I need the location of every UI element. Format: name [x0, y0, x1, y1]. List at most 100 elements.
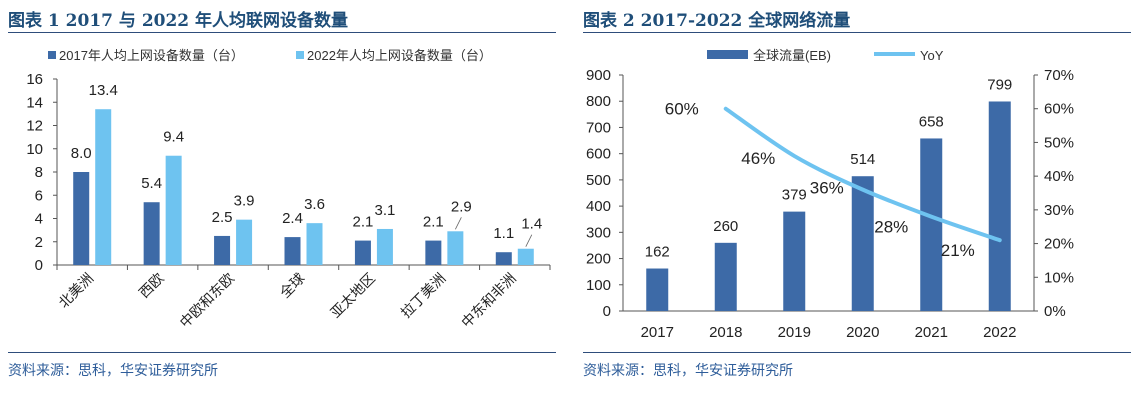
- data-label-leader: [454, 217, 462, 230]
- yoy-data-label: 28%: [874, 218, 908, 237]
- legend-swatch: [707, 50, 748, 59]
- bar-traffic: [851, 176, 874, 311]
- yoy-line: [723, 106, 1002, 243]
- bar-traffic: [920, 138, 943, 311]
- left-y-tick-label: 100: [586, 277, 611, 294]
- left-y-tick-label: 0: [603, 303, 611, 320]
- y-tick-label: 16: [26, 71, 43, 88]
- bar-2017: [143, 202, 160, 265]
- bar-traffic: [714, 242, 737, 311]
- category-label: 2021: [915, 324, 948, 341]
- bar-2017: [284, 237, 301, 265]
- data-label-leader: [525, 234, 533, 247]
- left-y-tick-label: 400: [586, 198, 611, 215]
- left-chart-panel: 图表 1 2017 与 2022 年人均联网设备数量 2017年人均上网设备数量…: [0, 0, 565, 407]
- y-tick-label: 14: [26, 94, 43, 111]
- chart-title: 图表 1 2017 与 2022 年人均联网设备数量: [8, 11, 349, 31]
- yoy-data-label: 46%: [741, 149, 775, 168]
- legend-label: YoY: [920, 48, 944, 63]
- data-label: 1.1: [493, 225, 514, 242]
- right-y-tick-label: 20%: [1044, 236, 1074, 253]
- data-label: 3.6: [304, 196, 325, 213]
- bar-chart-devices: 2017年人均上网设备数量（台） 2022年人均上网设备数量（台） 0 2 4 6 8 10 1…: [26, 48, 551, 331]
- yoy-data-label: 21%: [941, 241, 975, 260]
- left-y-tick-label: 700: [586, 119, 611, 136]
- y-tick-label: 12: [26, 118, 43, 135]
- data-label: 3.1: [374, 202, 395, 219]
- bar-traffic: [988, 101, 1011, 312]
- data-label: 514: [850, 151, 875, 168]
- category-label: 2019: [778, 324, 811, 341]
- left-y-tick-label: 800: [586, 93, 611, 110]
- bar-2022: [447, 231, 464, 265]
- bar-traffic: [783, 211, 806, 311]
- data-label: 2.9: [451, 198, 472, 215]
- source-divider: [583, 352, 1131, 353]
- right-y-tick-label: 60%: [1044, 101, 1074, 118]
- category-label: 亚太地区: [327, 270, 378, 321]
- left-y-tick-label: 500: [586, 172, 611, 189]
- data-label: 162: [645, 244, 670, 261]
- bar-2017: [495, 252, 512, 265]
- bar-2022: [306, 223, 323, 265]
- legend-label: 2017年人均上网设备数量（台）: [59, 48, 244, 63]
- bar-2022: [236, 219, 253, 265]
- legend-label: 全球流量(EB): [753, 48, 831, 63]
- bar-2017: [214, 235, 231, 265]
- right-y-tick-label: 10%: [1044, 269, 1074, 286]
- right-y-tick-label: 0%: [1044, 303, 1066, 320]
- data-label: 2.1: [423, 214, 444, 231]
- chart-title: 图表 2 2017-2022 全球网络流量: [583, 11, 851, 31]
- category-label: 拉丁美洲: [398, 270, 449, 321]
- category-label: 北美洲: [55, 270, 96, 311]
- source-note: 资料来源：思科，华安证券研究所: [583, 363, 793, 379]
- yoy-data-label: 36%: [810, 179, 844, 198]
- y-tick-label: 2: [35, 234, 43, 251]
- yoy-data-label: 60%: [665, 100, 699, 119]
- legend-label: 2022年人均上网设备数量（台）: [307, 48, 492, 63]
- bar-2022: [165, 155, 182, 265]
- category-label: 中东和非洲: [458, 270, 519, 331]
- category-label: 全球: [277, 270, 308, 301]
- left-y-tick-label: 600: [586, 146, 611, 163]
- left-y-tick-label: 200: [586, 251, 611, 268]
- legend-swatch: [48, 51, 56, 59]
- data-label: 2.1: [352, 214, 373, 231]
- data-label: 13.4: [89, 82, 118, 99]
- bar-2017: [354, 240, 371, 265]
- data-label: 379: [782, 187, 807, 204]
- title-divider: [8, 32, 556, 33]
- category-label: 2020: [846, 324, 879, 341]
- bar-2022: [95, 109, 112, 265]
- left-y-tick-label: 300: [586, 224, 611, 241]
- data-label: 2.5: [212, 209, 233, 226]
- data-label: 799: [987, 76, 1012, 93]
- right-y-tick-label: 50%: [1044, 134, 1074, 151]
- data-label: 658: [919, 113, 944, 130]
- category-label: 中欧和东欧: [176, 270, 237, 331]
- bar-2022: [517, 248, 534, 265]
- data-label: 260: [713, 218, 738, 235]
- y-tick-label: 4: [35, 211, 43, 228]
- right-y-tick-label: 30%: [1044, 202, 1074, 219]
- source-divider: [8, 352, 556, 353]
- data-label: 8.0: [71, 145, 92, 162]
- right-y-tick-label: 40%: [1044, 168, 1074, 185]
- data-label: 1.4: [521, 216, 542, 233]
- data-label: 3.9: [234, 193, 255, 210]
- category-label: 2022: [983, 324, 1016, 341]
- data-label: 5.4: [141, 175, 162, 192]
- bar-2022: [376, 228, 393, 265]
- bar-2017: [425, 240, 442, 265]
- title-divider: [583, 32, 1131, 33]
- bar-traffic: [646, 268, 669, 311]
- y-tick-label: 6: [35, 187, 43, 204]
- y-tick-label: 10: [26, 141, 43, 158]
- category-label: 2018: [709, 324, 742, 341]
- data-label: 9.4: [163, 129, 184, 146]
- combo-chart-traffic: 全球流量(EB) YoY 0 100 200 300 400 500 600 700 800 900 0…: [586, 48, 1074, 341]
- right-chart-panel: 图表 2 2017-2022 全球网络流量 全球流量(EB) YoY 0 100 200…: [575, 0, 1134, 407]
- data-label: 2.4: [282, 210, 303, 227]
- source-note: 资料来源：思科，华安证券研究所: [8, 363, 218, 379]
- legend-swatch: [296, 51, 304, 59]
